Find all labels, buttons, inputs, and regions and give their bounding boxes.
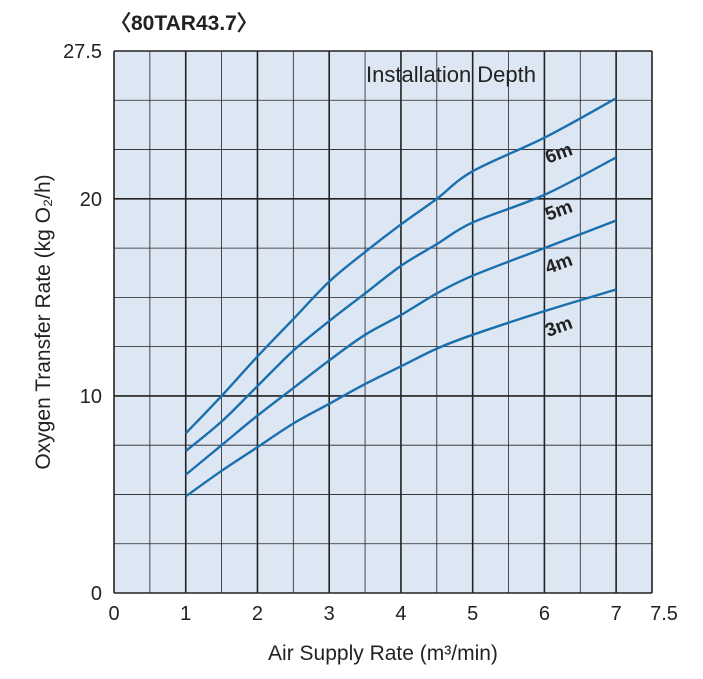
tick-labels: 0 1 2 3 4 5 6 7 7.5 0 10 20 27.5 (63, 41, 678, 625)
x-tick-label: 6 (539, 603, 550, 625)
y-tick-label: 0 (91, 583, 102, 605)
y-axis-label: Oxygen Transfer Rate (kg O₂/h) (32, 174, 55, 469)
x-tick-label: 7 (611, 603, 622, 625)
y-tick-label: 10 (80, 386, 102, 408)
grid (113, 50, 653, 594)
series-line-5m (184, 156, 617, 453)
x-axis-label: Air Supply Rate (m³/min) (268, 642, 498, 665)
x-tick-label: 1 (180, 603, 191, 625)
series-line-4m (184, 219, 617, 476)
series-lines (184, 97, 617, 498)
y-tick-label: 27.5 (63, 41, 102, 63)
series-line-3m (185, 288, 617, 498)
x-tick-label: 3 (324, 603, 335, 625)
x-tick-label: 7.5 (650, 603, 678, 625)
legend-title: Installation Depth (366, 62, 536, 87)
x-tick-label: 5 (467, 603, 478, 625)
y-tick-label: 20 (80, 189, 102, 211)
x-tick-label: 4 (395, 603, 406, 625)
x-tick-label: 0 (108, 603, 119, 625)
x-tick-label: 2 (252, 603, 263, 625)
chart-title: 〈80TAR43.7〉 (110, 11, 258, 35)
plot-area (114, 51, 652, 593)
series-line-6m (184, 97, 617, 435)
